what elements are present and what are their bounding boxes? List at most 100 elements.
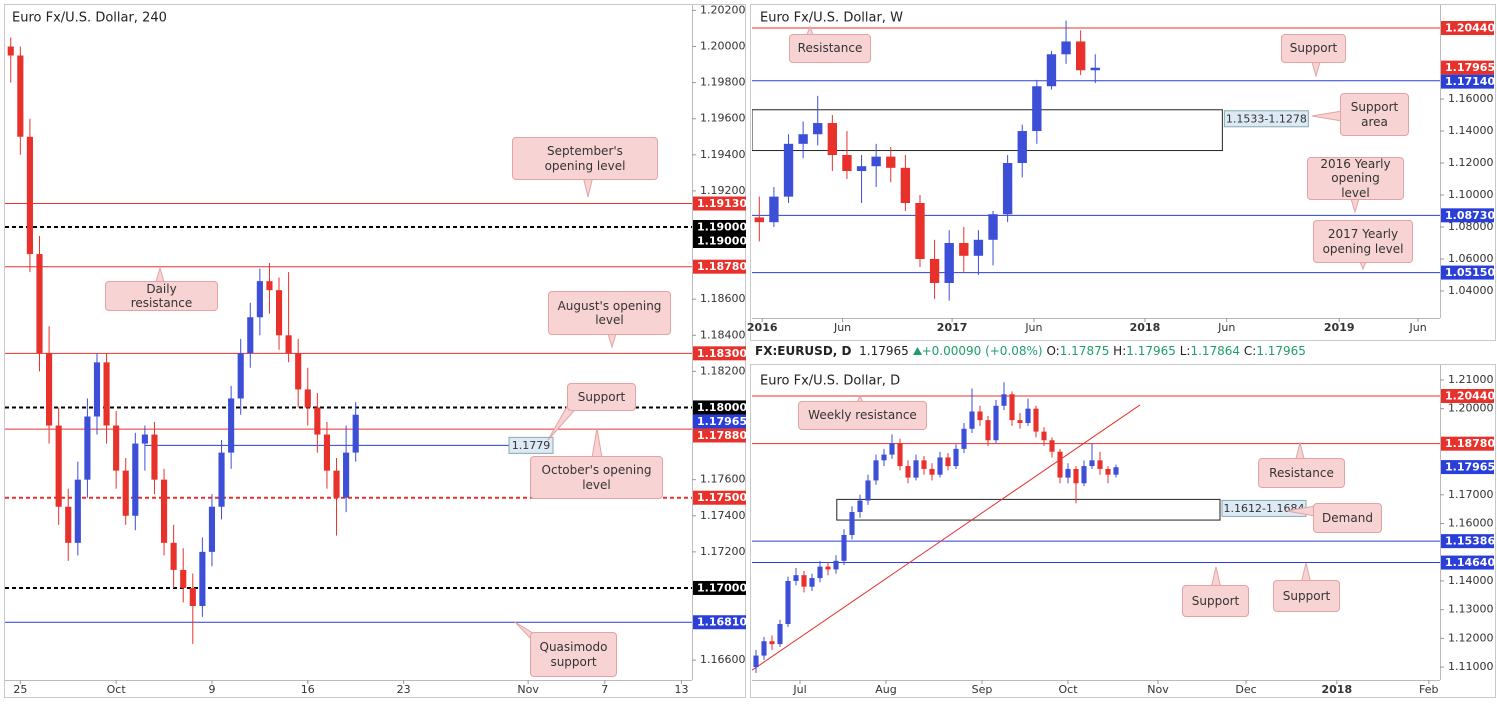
candle-body	[208, 506, 216, 552]
candle-body	[849, 512, 855, 535]
candle-body	[873, 460, 879, 481]
candle-body	[1025, 408, 1031, 424]
x-tick-label: Oct	[107, 683, 127, 696]
segment-label: 1.1779	[512, 439, 551, 452]
candle-body	[905, 466, 911, 478]
x-tick-label: Sep	[972, 683, 993, 696]
price-tag-label: 1.05150	[1445, 266, 1495, 279]
quote-value: 1.17875	[1059, 344, 1110, 358]
candle-body	[961, 428, 967, 449]
callout-text: Support	[1273, 580, 1340, 612]
candle-body	[55, 425, 62, 507]
candle-body	[151, 434, 158, 480]
candle-body	[113, 425, 120, 471]
candle-body	[1073, 468, 1079, 484]
candle-body	[247, 317, 254, 354]
candle-body	[988, 214, 998, 240]
price-tag-label: 1.20440	[1445, 390, 1495, 403]
candle-body	[1061, 41, 1071, 55]
candle-body	[266, 281, 273, 291]
callout: Demand	[1313, 503, 1382, 533]
candle-body	[1057, 451, 1063, 478]
price-tag	[693, 414, 746, 429]
callout-text: Support	[1182, 585, 1249, 617]
callout-text: Resistance	[789, 34, 871, 63]
panel-frame	[750, 4, 1496, 341]
candle-body	[74, 479, 81, 543]
price-tag	[1441, 436, 1494, 451]
price-tag-label: 1.17965	[1445, 461, 1495, 474]
callout-text: September's opening level	[512, 137, 658, 180]
candle-body	[36, 254, 43, 354]
callout-text: 2016 Yearly opening level	[1307, 157, 1404, 200]
price-tag	[693, 615, 746, 630]
callout: August's opening level	[548, 291, 671, 335]
candle-body	[1065, 468, 1071, 478]
price-tag	[693, 428, 746, 443]
price-tag	[1441, 74, 1494, 89]
candle-body	[785, 580, 791, 625]
callout: Daily resistance	[105, 281, 218, 311]
candle-body	[886, 156, 896, 168]
candle-body	[937, 457, 943, 475]
y-tick-label: 1.17400	[700, 509, 746, 522]
candle-body	[754, 217, 764, 223]
chart-title: Euro Fx/U.S. Dollar, W	[760, 11, 903, 26]
candle-body	[817, 566, 823, 579]
y-tick-label: 1.17000	[1448, 488, 1494, 501]
x-tick-label: 23	[397, 683, 411, 696]
candle-body	[180, 569, 187, 588]
candle-body	[833, 560, 839, 570]
candle-body	[1049, 440, 1055, 452]
candle-body	[170, 542, 177, 570]
candle-body	[1009, 394, 1015, 421]
callout: Resistance	[789, 34, 871, 63]
candle-body	[7, 46, 14, 56]
candle-body	[275, 290, 283, 336]
y-tick-label: 1.21000	[1448, 373, 1494, 386]
candle-body	[26, 136, 33, 255]
callout: Quasimodo support	[530, 632, 617, 677]
candle-body	[218, 452, 225, 507]
y-tick-label: 1.19800	[700, 76, 746, 89]
x-tick-label: Jun	[1024, 321, 1042, 334]
price-tag	[1441, 460, 1494, 475]
candle-body	[333, 470, 340, 498]
price-tag-label: 1.18780	[697, 260, 747, 273]
candle-body	[769, 196, 779, 223]
quote-last: 1.17965	[859, 344, 909, 358]
zone	[752, 109, 1223, 152]
candle-body	[1001, 394, 1007, 406]
y-tick-label: 1.12000	[1448, 631, 1494, 644]
zone-label: 1.1533-1.1278	[1226, 112, 1307, 125]
callout: Support area	[1340, 93, 1409, 136]
candle-body	[1081, 466, 1087, 484]
candle-body	[1032, 86, 1042, 132]
candle-body	[304, 389, 311, 408]
price-tag	[693, 259, 746, 274]
panel-frame	[750, 364, 1496, 698]
x-tick-label: Aug	[875, 683, 896, 696]
x-tick-label: 2019	[1324, 321, 1355, 334]
quote-symbol: FX:EURUSD, D	[755, 344, 852, 358]
callout-text: Support	[567, 383, 636, 411]
up-arrow	[912, 347, 922, 355]
candle-body	[343, 452, 350, 498]
callout-text: Quasimodo support	[530, 632, 617, 677]
candle-body	[141, 434, 148, 444]
callout: Weekly resistance	[798, 401, 927, 430]
candle-body	[103, 362, 110, 426]
candle-body	[295, 353, 302, 390]
price-tag-label: 1.19130	[697, 197, 747, 210]
candle-body	[881, 454, 887, 461]
chart-title: Euro Fx/U.S. Dollar, 240	[12, 11, 167, 26]
price-tag-label: 1.17965	[1445, 61, 1495, 74]
candle-body	[889, 443, 895, 455]
candle-body	[84, 416, 91, 480]
candle-body	[842, 155, 852, 172]
candle-body	[122, 470, 129, 516]
y-tick-label: 1.08000	[1448, 220, 1494, 233]
candle-body	[93, 362, 101, 417]
candle-body	[953, 448, 959, 467]
